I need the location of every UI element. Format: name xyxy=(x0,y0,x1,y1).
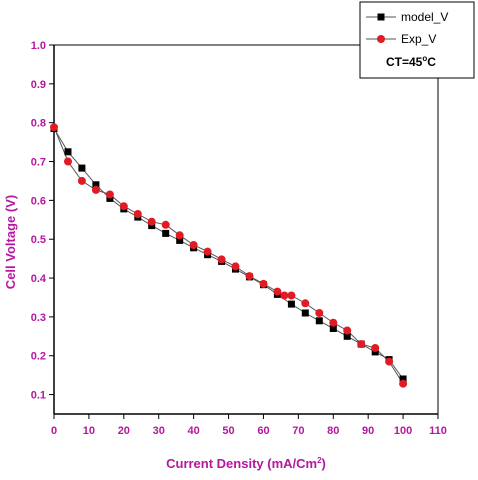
point-model_V xyxy=(176,236,184,244)
x-axis-ticks: 0 10 20 30 40 50 60 70 80 90 100 110 xyxy=(51,414,447,437)
y-tick-label: 0.9 xyxy=(31,79,46,91)
point-Exp_V xyxy=(147,217,156,226)
point-Exp_V xyxy=(64,157,72,166)
point-Exp_V xyxy=(329,318,338,327)
series-line-Exp_V xyxy=(53,127,404,384)
point-Exp_V xyxy=(357,340,366,349)
y-tick-label: 0.8 xyxy=(31,118,46,130)
legend-model-label: model_V xyxy=(401,10,448,24)
legend-exp-marker xyxy=(377,35,385,43)
x-tick-label: 10 xyxy=(83,425,95,437)
point-model_V xyxy=(301,309,309,317)
y-axis-ticks: 0.1 0.2 0.3 0.4 0.5 0.6 0.7 0.8 0.9 1.0 xyxy=(31,40,54,402)
point-Exp_V xyxy=(287,291,296,300)
point-Exp_V xyxy=(203,247,212,256)
point-model_V xyxy=(78,164,86,172)
point-model_V xyxy=(162,229,170,237)
x-tick-label: 20 xyxy=(118,425,130,437)
point-model_V xyxy=(287,300,295,308)
point-Exp_V xyxy=(280,291,289,300)
series-line-model_V xyxy=(53,128,404,380)
point-Exp_V xyxy=(175,231,184,240)
legend: model_V Exp_V CT=45oC xyxy=(359,1,475,79)
x-tick-label: 80 xyxy=(327,425,339,437)
series-layer xyxy=(50,123,408,388)
point-Exp_V xyxy=(91,185,100,194)
x-tick-label: 0 xyxy=(51,425,57,437)
point-Exp_V xyxy=(245,272,254,281)
point-Exp_V xyxy=(385,357,394,366)
point-Exp_V xyxy=(77,176,86,185)
point-model_V xyxy=(92,181,100,189)
point-Exp_V xyxy=(217,255,226,264)
y-tick-label: 0.6 xyxy=(31,195,46,207)
point-Exp_V xyxy=(133,210,142,218)
point-Exp_V xyxy=(161,220,170,229)
point-Exp_V xyxy=(301,299,310,308)
legend-condition-note: CT=45oC xyxy=(386,54,436,69)
point-Exp_V xyxy=(371,344,380,352)
x-tick-label: 30 xyxy=(153,425,165,437)
point-Exp_V xyxy=(273,287,282,296)
legend-model-marker xyxy=(377,13,385,21)
y-tick-label: 0.7 xyxy=(31,157,46,169)
point-Exp_V xyxy=(399,379,408,388)
x-tick-label: 110 xyxy=(429,425,447,437)
y-tick-label: 0.3 xyxy=(31,312,46,324)
y-tick-label: 0.1 xyxy=(31,390,46,402)
point-model_V xyxy=(329,325,337,332)
point-Exp_V xyxy=(315,309,324,317)
point-Exp_V xyxy=(119,202,128,211)
point-model_V xyxy=(399,375,407,383)
point-Exp_V xyxy=(259,279,268,288)
point-Exp_V xyxy=(105,190,114,199)
x-tick-label: 70 xyxy=(292,425,304,437)
x-axis-title-end: ) xyxy=(322,456,326,471)
x-axis-title-superscript: 2 xyxy=(317,456,322,465)
x-tick-label: 40 xyxy=(188,425,200,437)
y-tick-label: 0.4 xyxy=(31,273,47,285)
legend-note-suffix: C xyxy=(427,55,436,69)
point-model_V xyxy=(64,148,72,156)
legend-degree-sup: o xyxy=(422,54,427,63)
point-Exp_V xyxy=(231,262,240,271)
point-Exp_V xyxy=(50,123,58,132)
point-model_V xyxy=(343,332,351,340)
x-axis-title: Current Density (mA/Cm2) xyxy=(166,456,326,471)
y-axis-title: Cell Voltage (V) xyxy=(3,195,18,289)
y-tick-label: 1.0 xyxy=(31,40,46,52)
x-tick-label: 90 xyxy=(362,425,374,437)
y-tick-label: 0.2 xyxy=(31,351,46,363)
point-Exp_V xyxy=(343,326,352,335)
point-model_V xyxy=(315,317,323,325)
legend-exp-label: Exp_V xyxy=(401,32,436,46)
x-tick-label: 50 xyxy=(222,425,234,437)
y-tick-label: 0.5 xyxy=(31,234,46,246)
point-Exp_V xyxy=(189,241,198,249)
x-tick-label: 60 xyxy=(257,425,269,437)
x-tick-label: 100 xyxy=(394,425,412,437)
